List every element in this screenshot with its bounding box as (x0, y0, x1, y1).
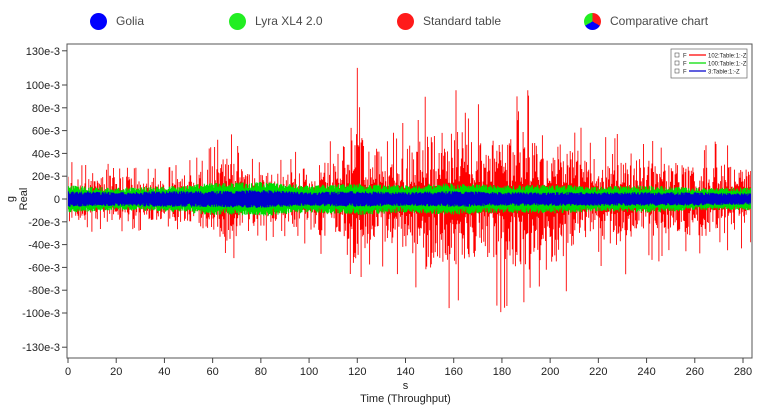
legend-flag: F (683, 70, 687, 76)
legend-label: Standard table (423, 14, 502, 28)
y-tick-label: -130e-3 (22, 342, 60, 354)
legend-flag: F (683, 62, 687, 68)
x-tick-label: 80 (255, 366, 267, 378)
legend-item-golia[interactable]: Golia (90, 8, 144, 34)
y-tick-label: 60e-3 (32, 126, 60, 138)
legend-series-name: 102:Table:1:-Z (708, 54, 747, 60)
x-tick-label: 220 (589, 366, 607, 378)
blue-dot-icon (90, 12, 107, 30)
x-tick-label: 240 (637, 366, 655, 378)
series-legend-bar: Golia Lyra XL4 2.0 Standard table Compar… (0, 8, 760, 34)
legend-label: Comparative chart (610, 14, 709, 28)
x-tick-label: 0 (65, 366, 71, 378)
plot-frame (66, 43, 753, 359)
y-axis-label: g (5, 196, 17, 202)
legend-checkbox-icon (674, 52, 680, 58)
series-trace (68, 190, 751, 208)
y-tick-label: -100e-3 (22, 308, 60, 320)
legend-flag: F (683, 54, 687, 60)
legend-label: Lyra XL4 2.0 (255, 14, 323, 28)
y-tick-label: 80e-3 (32, 103, 60, 115)
y-tick-label: 130e-3 (26, 46, 60, 58)
legend-item-standard-table[interactable]: Standard table (397, 8, 501, 34)
x-tick-label: 100 (300, 366, 318, 378)
pie-chart-icon (584, 12, 601, 30)
legend-series-name: 100:Table:1:-Z (708, 62, 747, 68)
y-tick-label: -40e-3 (28, 240, 60, 252)
legend-item-comparative-chart[interactable]: Comparative chart (584, 8, 708, 34)
x-tick-label: 280 (734, 366, 752, 378)
y-tick-label: -80e-3 (28, 285, 60, 297)
x-tick-label: 40 (158, 366, 170, 378)
y-tick-label: 100e-3 (26, 80, 60, 92)
x-axis-sublabel: Time (Throughput) (360, 393, 451, 405)
x-tick-label: 260 (686, 366, 704, 378)
x-tick-label: 20 (110, 366, 122, 378)
x-tick-label: 180 (493, 366, 511, 378)
x-axis-label: s (403, 380, 409, 392)
plot-legend-box (670, 48, 748, 79)
y-tick-label: 40e-3 (32, 148, 60, 160)
legend-checkbox-icon (674, 60, 680, 66)
x-tick-label: 200 (541, 366, 559, 378)
x-tick-label: 60 (207, 366, 219, 378)
legend-label: Golia (116, 14, 145, 28)
y-tick-label: -20e-3 (28, 217, 60, 229)
red-dot-icon (397, 12, 414, 30)
x-tick-label: 120 (348, 366, 366, 378)
legend-series-name: 3:Table:1:-Z (708, 70, 740, 76)
legend-item-lyra[interactable]: Lyra XL4 2.0 (229, 8, 323, 34)
y-tick-label: 0 (54, 194, 60, 206)
series-3:Table:1:-Z (68, 190, 751, 208)
y-tick-label: -60e-3 (28, 262, 60, 274)
y-tick-label: 20e-3 (32, 171, 60, 183)
series-group (68, 67, 751, 313)
plot-legend: F 102:Table:1:-Z F 100:Table:1:-Z F 3:Table:1… (670, 48, 748, 79)
green-dot-icon (229, 12, 246, 30)
y-axis-sublabel: Real (18, 188, 30, 211)
legend-checkbox-icon (674, 68, 680, 74)
x-tick-label: 140 (396, 366, 414, 378)
x-tick-label: 160 (445, 366, 463, 378)
